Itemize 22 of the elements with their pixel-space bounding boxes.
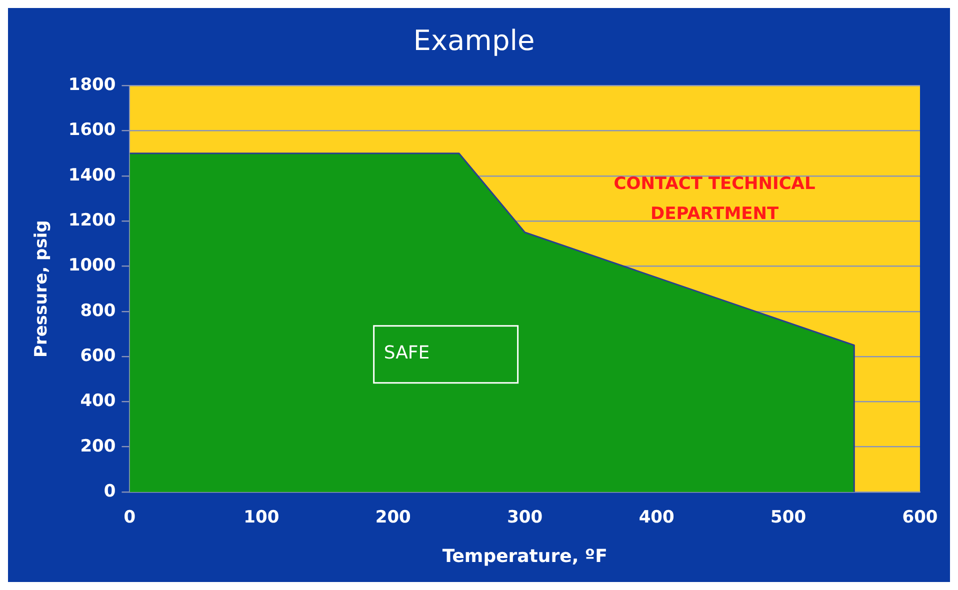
y-tick-label: 400 [80, 391, 116, 412]
y-tick-label: 1200 [68, 210, 116, 230]
x-tick-label: 400 [638, 508, 674, 528]
x-tick-label: 600 [902, 508, 938, 528]
y-tick-label: 1000 [68, 256, 116, 276]
y-tick-label: 1800 [68, 75, 116, 96]
chart-title: Example [413, 24, 535, 58]
y-tick-label: 1600 [68, 120, 116, 140]
y-tick-label: 1400 [68, 165, 116, 186]
y-tick-label: 0 [104, 481, 116, 502]
y-tick-label: 200 [80, 436, 116, 456]
y-tick-label: 600 [80, 346, 116, 366]
x-tick-label: 100 [244, 508, 280, 528]
x-tick-label: 200 [375, 508, 412, 528]
annotation: CONTACT TECHNICAL DEPARTMENT [614, 174, 816, 224]
x-tick-label: 300 [507, 508, 543, 528]
x-tick-label: 500 [770, 508, 806, 528]
x-tick-label: 0 [124, 508, 136, 528]
x-axis-title: Temperature, ºF [442, 546, 608, 567]
y-tick-label: 800 [80, 300, 116, 321]
y-axis-title: Pressure, psig [32, 220, 52, 358]
annotation: SAFE [384, 342, 430, 364]
